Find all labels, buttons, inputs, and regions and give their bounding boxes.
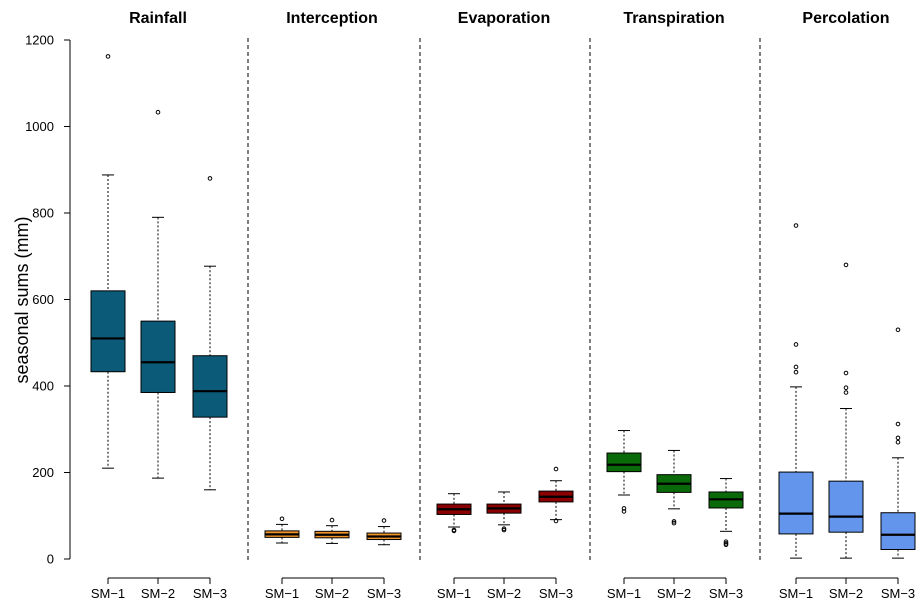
panel-separators bbox=[247, 38, 761, 560]
y-tick-label: 800 bbox=[32, 206, 54, 221]
outlier-point bbox=[723, 539, 729, 545]
y-tick-label: 400 bbox=[32, 379, 54, 394]
outlier-point bbox=[381, 518, 387, 523]
x-tick-label: SM−2 bbox=[657, 586, 691, 601]
outlier-point bbox=[155, 109, 161, 115]
x-tick-label: SM−3 bbox=[709, 586, 743, 601]
outlier-point bbox=[105, 54, 111, 59]
box-iqr bbox=[90, 290, 126, 373]
x-tick-label: SM−2 bbox=[829, 586, 863, 601]
outlier-point bbox=[843, 262, 849, 268]
box-3: SM−3 bbox=[538, 466, 574, 601]
box-1: SM−1 bbox=[264, 516, 300, 601]
panel-title: Interception bbox=[286, 10, 378, 27]
outlier-point bbox=[329, 517, 335, 523]
box-2: SM−2 bbox=[486, 491, 522, 601]
box-3: SM−3 bbox=[192, 176, 228, 601]
box-1: SM−1 bbox=[436, 493, 472, 601]
panel-transpiration: Transpiration SM−1 SM−2 SM−3 bbox=[606, 10, 744, 601]
outlier-point bbox=[843, 370, 849, 376]
panel-title: Percolation bbox=[802, 10, 889, 27]
x-tick-label: SM−2 bbox=[487, 586, 521, 601]
outlier-point bbox=[671, 520, 677, 526]
chart-panels: Rainfall SM−1 SM−2 SM−3 Interception SM−1 SM−2… bbox=[90, 10, 916, 601]
box-1: SM−1 bbox=[778, 223, 814, 601]
y-axis: 0 200 400 600 800 1000 1200 bbox=[25, 33, 71, 567]
x-tick-label: SM−3 bbox=[539, 586, 573, 601]
y-axis-title: seasonal sums (mm) bbox=[12, 216, 32, 383]
box-iqr bbox=[880, 512, 916, 550]
outlier-point bbox=[451, 527, 457, 533]
box-3: SM−3 bbox=[880, 327, 916, 601]
y-tick-label: 600 bbox=[32, 292, 54, 307]
outlier-point bbox=[621, 506, 627, 511]
outlier-point bbox=[793, 223, 799, 228]
y-tick-label: 1000 bbox=[25, 119, 54, 134]
x-tick-label: SM−2 bbox=[315, 586, 349, 601]
outlier-point bbox=[895, 439, 901, 445]
box-2: SM−2 bbox=[656, 449, 692, 601]
outlier-point bbox=[621, 509, 627, 514]
outlier-point bbox=[207, 176, 213, 181]
outlier-point bbox=[895, 435, 901, 441]
panel-evaporation: Evaporation SM−1 SM−2 SM−3 bbox=[436, 10, 574, 601]
box-iqr bbox=[140, 320, 176, 393]
box-1: SM−1 bbox=[90, 54, 126, 601]
box-3: SM−3 bbox=[708, 478, 744, 601]
x-tick-label: SM−3 bbox=[881, 586, 915, 601]
panel-rainfall: Rainfall SM−1 SM−2 SM−3 bbox=[90, 10, 228, 601]
outlier-point bbox=[843, 390, 849, 395]
box-2: SM−2 bbox=[314, 517, 350, 601]
outlier-point bbox=[553, 518, 559, 524]
outlier-point bbox=[501, 526, 507, 532]
y-tick-label: 0 bbox=[47, 552, 54, 567]
box-iqr bbox=[192, 355, 228, 418]
x-tick-label: SM−1 bbox=[437, 586, 471, 601]
outlier-point bbox=[895, 421, 901, 427]
box-3: SM−3 bbox=[366, 518, 402, 601]
box-2: SM−2 bbox=[828, 262, 864, 601]
box-iqr bbox=[606, 452, 642, 473]
outlier-point bbox=[553, 466, 559, 472]
y-tick-label: 1200 bbox=[25, 33, 54, 48]
panel-title: Rainfall bbox=[129, 10, 187, 27]
x-tick-label: SM−2 bbox=[141, 586, 175, 601]
x-tick-label: SM−3 bbox=[367, 586, 401, 601]
x-tick-label: SM−1 bbox=[779, 586, 813, 601]
x-tick-label: SM−1 bbox=[607, 586, 641, 601]
outlier-point bbox=[671, 519, 677, 524]
x-tick-label: SM−3 bbox=[193, 586, 227, 601]
outlier-point bbox=[793, 364, 799, 370]
x-tick-label: SM−1 bbox=[265, 586, 299, 601]
panel-percolation: Percolation SM−1 SM−2 SM−3 bbox=[778, 10, 916, 601]
outlier-point bbox=[723, 541, 729, 546]
panel-title: Evaporation bbox=[458, 10, 550, 27]
box-2: SM−2 bbox=[140, 109, 176, 601]
box-iqr bbox=[828, 480, 864, 533]
x-tick-label: SM−1 bbox=[91, 586, 125, 601]
panel-title: Transpiration bbox=[623, 10, 724, 27]
box-iqr bbox=[778, 471, 814, 535]
outlier-point bbox=[793, 342, 799, 347]
outlier-point bbox=[793, 369, 799, 375]
box-1: SM−1 bbox=[606, 430, 642, 601]
panel-interception: Interception SM−1 SM−2 SM−3 bbox=[264, 10, 402, 601]
outlier-point bbox=[895, 327, 901, 333]
y-tick-label: 200 bbox=[32, 465, 54, 480]
outlier-point bbox=[279, 516, 285, 522]
outlier-point bbox=[843, 385, 849, 391]
